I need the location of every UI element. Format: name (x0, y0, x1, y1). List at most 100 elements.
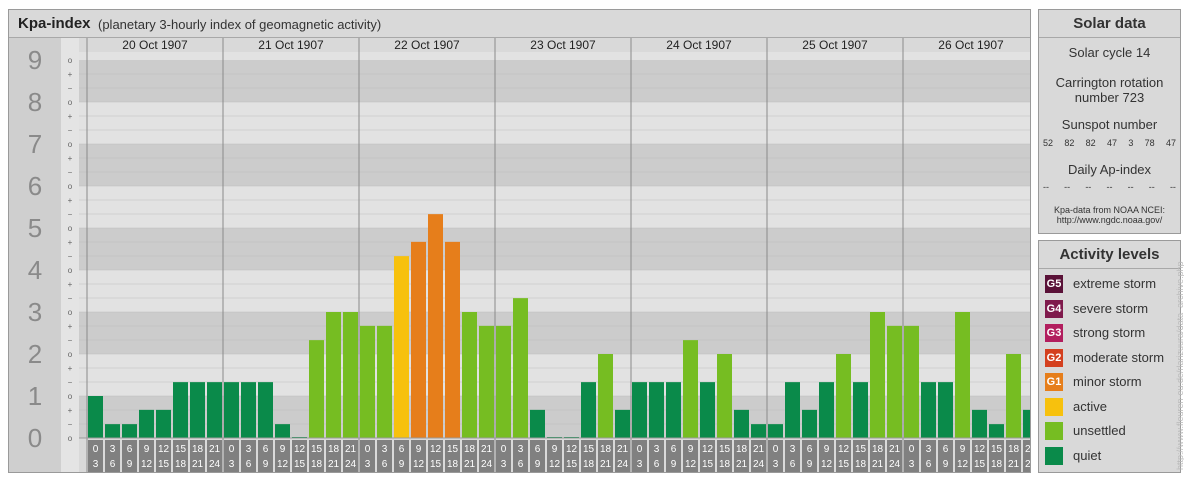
kp-bar (122, 424, 137, 438)
kp-bar (241, 382, 256, 438)
kp-bar (717, 354, 732, 438)
kp-bar (462, 312, 477, 438)
hour-end-label: 12 (685, 459, 697, 470)
kp-bar (173, 382, 188, 438)
sub-tick-label: + (68, 112, 73, 121)
hour-start-label: 0 (365, 444, 371, 455)
kp-bar (445, 241, 460, 438)
hour-label-box (683, 440, 698, 472)
kp-bar (88, 396, 103, 438)
y-tick-label: 5 (28, 213, 42, 243)
level-g4: G4 severe storm (1045, 299, 1177, 319)
hour-start-label: 15 (855, 444, 867, 455)
hour-start-label: 3 (382, 444, 388, 455)
hour-end-label: 12 (277, 459, 289, 470)
level-badge: G1 (1045, 373, 1063, 391)
hour-label-box (479, 440, 494, 472)
hour-start-label: 21 (617, 444, 629, 455)
level-label: active (1073, 399, 1107, 414)
hour-label-box (122, 440, 137, 472)
hour-start-label: 21 (209, 444, 221, 455)
kpa-panel: Kpa-index (planetary 3-hourly index of g… (8, 9, 1031, 473)
hour-end-label: 6 (790, 459, 796, 470)
kp-bar (887, 325, 902, 438)
sunspot-label: Sunspot number (1061, 117, 1158, 132)
hour-end-label: 21 (736, 459, 748, 470)
hour-label-box (377, 440, 392, 472)
hour-label-box (717, 440, 732, 472)
hour-label-box (258, 440, 273, 472)
hour-label-box (428, 440, 443, 472)
kp-bar (156, 409, 171, 438)
hour-start-label: 15 (175, 444, 187, 455)
hour-label-box (870, 440, 885, 472)
ap-value: -- (1085, 182, 1092, 192)
hour-start-label: 0 (773, 444, 779, 455)
level-badge: G4 (1045, 300, 1063, 318)
hour-label-box (802, 440, 817, 472)
kp-bar (258, 382, 273, 438)
hour-start-label: 21 (481, 444, 493, 455)
kp-bar (1023, 409, 1030, 438)
kp-bar (615, 409, 630, 438)
hour-label-box (734, 440, 749, 472)
y-tick-label: 0 (28, 423, 42, 453)
hour-label-box (292, 440, 307, 472)
kp-bar (530, 409, 545, 438)
hour-label-box (139, 440, 154, 472)
date-label: 23 Oct 1907 (530, 38, 596, 52)
hour-label-box (955, 440, 970, 472)
kp-bar (411, 241, 426, 438)
ap-value: -- (1043, 182, 1049, 192)
hour-end-label: 9 (263, 459, 269, 470)
kp-bar (819, 382, 834, 438)
ap-index-values: -- -- -- -- -- -- -- (1043, 182, 1176, 192)
carrington-rotation-number: number 723 (1074, 90, 1145, 105)
date-label: 25 Oct 1907 (802, 38, 868, 52)
hour-start-label: 12 (838, 444, 850, 455)
hour-end-label: 21 (872, 459, 884, 470)
date-label: 22 Oct 1907 (394, 38, 460, 52)
hour-label-box (547, 440, 562, 472)
kp-bar (513, 298, 528, 438)
hour-end-label: 6 (926, 459, 932, 470)
hour-end-label: 9 (535, 459, 541, 470)
hour-end-label: 24 (753, 459, 765, 470)
hour-start-label: 0 (501, 444, 507, 455)
hour-start-label: 6 (807, 444, 813, 455)
sub-tick-label: o (68, 308, 73, 317)
hour-start-label: 0 (93, 444, 99, 455)
hour-end-label: 18 (855, 459, 867, 470)
sunspot-value: 82 (1085, 138, 1096, 148)
sub-tick-label: o (68, 392, 73, 401)
sunspot-value: 47 (1165, 138, 1176, 148)
hour-end-label: 15 (566, 459, 578, 470)
sub-tick-label: o (68, 140, 73, 149)
hour-start-label: 0 (637, 444, 643, 455)
hour-label-box (768, 440, 783, 472)
sub-tick-label: + (68, 70, 73, 79)
hour-start-label: 12 (974, 444, 986, 455)
hour-start-label: 18 (872, 444, 884, 455)
kp-bar (1006, 354, 1021, 438)
hour-start-label: 15 (719, 444, 731, 455)
hour-start-label: 6 (535, 444, 541, 455)
level-label: extreme storm (1073, 276, 1157, 291)
hour-start-label: 15 (311, 444, 323, 455)
hour-end-label: 6 (246, 459, 252, 470)
hour-start-label: 18 (736, 444, 748, 455)
ap-value: -- (1169, 182, 1176, 192)
solar-cycle: Solar cycle 14 (1068, 45, 1151, 60)
hour-end-label: 3 (229, 459, 235, 470)
hour-start-label: 9 (144, 444, 150, 455)
sub-tick-label: − (68, 84, 73, 93)
hour-start-label: 3 (518, 444, 524, 455)
hour-start-label: 3 (246, 444, 252, 455)
level-label: unsettled (1073, 423, 1126, 438)
kp-bar (989, 424, 1004, 438)
sunspot-value: 47 (1106, 138, 1117, 148)
hour-label-box (836, 440, 851, 472)
hour-start-label: 12 (566, 444, 578, 455)
hour-label-box (1006, 440, 1021, 472)
sub-tick-label: − (68, 378, 73, 387)
